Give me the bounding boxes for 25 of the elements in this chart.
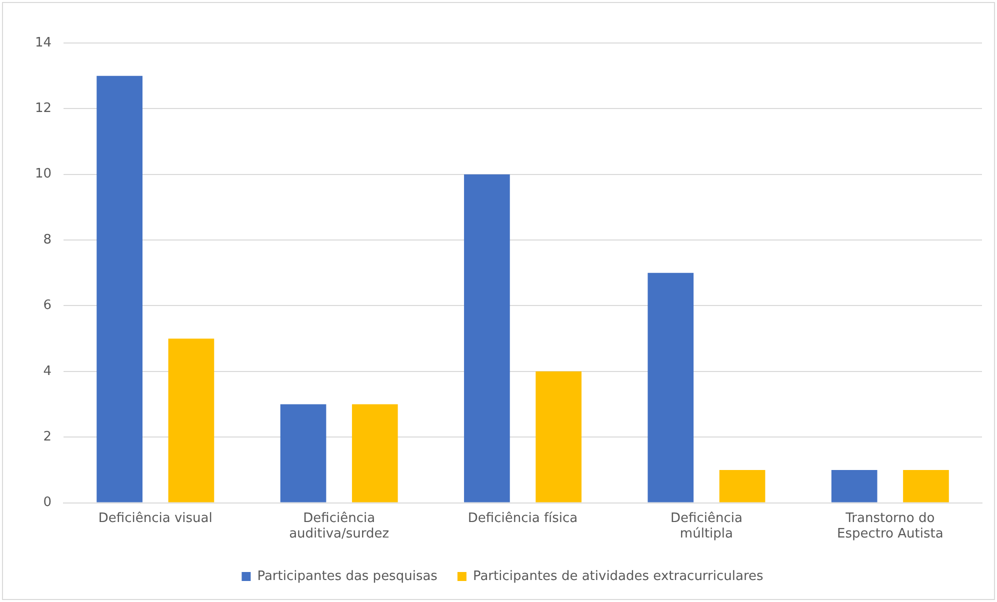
bar — [648, 272, 694, 502]
y-tick-label: 0 — [43, 495, 52, 510]
legend-label: Participantes das pesquisas — [257, 568, 438, 584]
bar — [464, 174, 510, 502]
bar — [96, 76, 142, 502]
x-tick-label: Transtorno do Espectro Autista — [837, 510, 944, 542]
y-tick-label: 10 — [34, 166, 52, 182]
y-tick-label: 14 — [34, 35, 52, 50]
bar — [352, 404, 398, 502]
bar — [280, 404, 326, 502]
y-tick-label: 12 — [34, 101, 52, 116]
x-tick-label: Deficiência física — [468, 510, 578, 526]
bar — [168, 338, 214, 502]
legend-label: Participantes de atividades extracurriculares — [472, 568, 764, 584]
y-tick-label: 4 — [43, 364, 52, 379]
bar — [831, 470, 878, 502]
x-tick-label: Deficiência múltipla — [670, 510, 742, 542]
y-tick-label: 8 — [43, 232, 52, 248]
x-tick-label: Deficiência auditiva/surdez — [289, 510, 390, 542]
bar — [719, 470, 766, 502]
x-tick-label: Deficiência visual — [98, 510, 212, 526]
y-tick-label: 2 — [43, 429, 52, 444]
y-tick-label: 6 — [43, 298, 52, 314]
bar — [536, 371, 582, 502]
bar — [903, 470, 949, 502]
